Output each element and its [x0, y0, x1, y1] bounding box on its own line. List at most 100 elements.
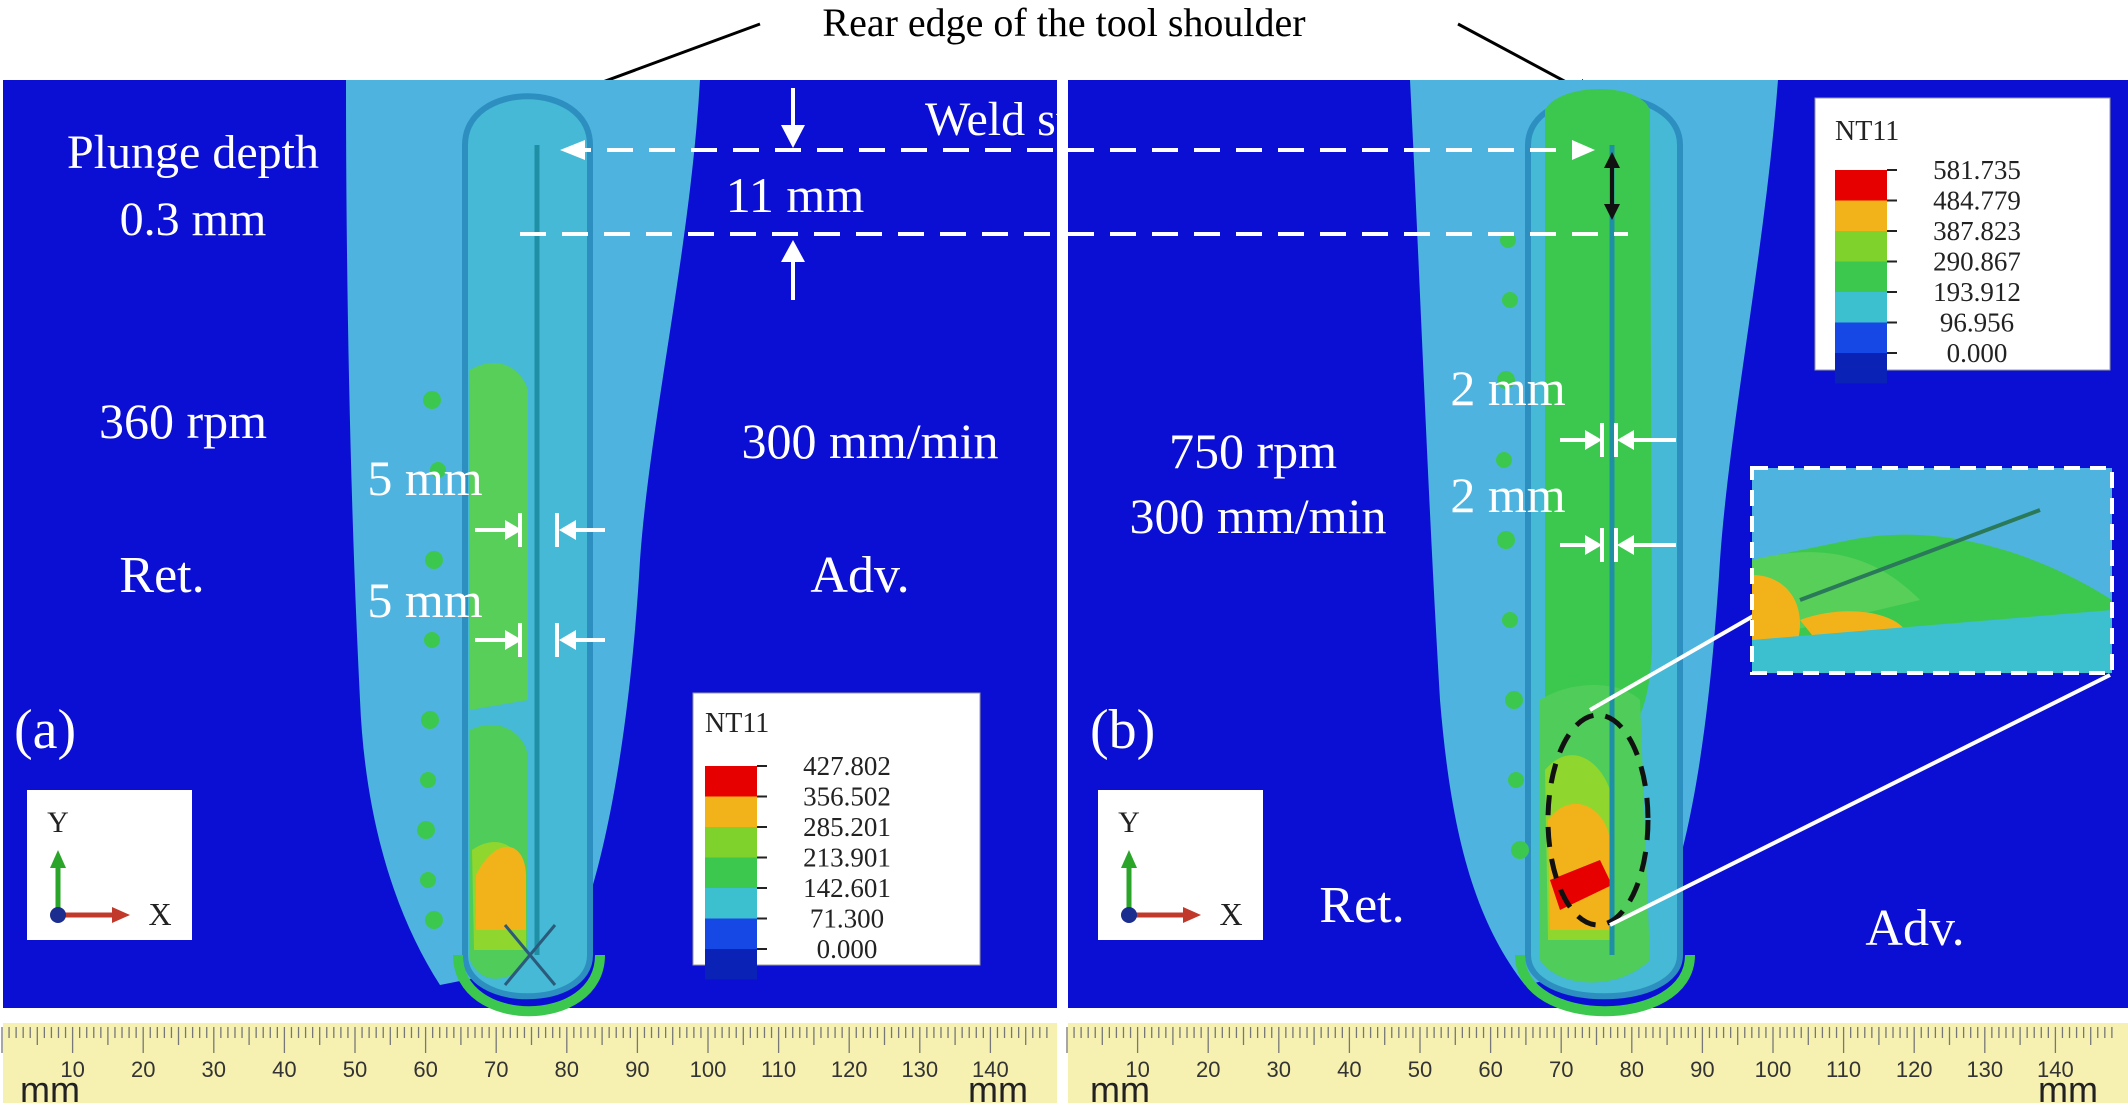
- ruler-label: 80: [1620, 1057, 1644, 1082]
- panel-b-retreating-side: Ret.: [1319, 877, 1404, 934]
- ruler-label: 130: [1966, 1057, 2003, 1082]
- panel-a-triad-y: Y: [47, 806, 69, 839]
- legend-value: 142.601: [803, 873, 891, 903]
- ruler-label: 60: [413, 1057, 437, 1082]
- legend-value: 96.956: [1940, 308, 2014, 338]
- ruler-label: 10: [60, 1057, 84, 1082]
- panel-a-advancing-side: Adv.: [810, 547, 909, 604]
- panel-a-spacing-lower: 5 mm: [367, 572, 482, 628]
- legend-swatch: [1835, 292, 1887, 323]
- legend-swatch: [705, 857, 757, 888]
- panel-a-spacing-arrows-upper: [475, 513, 605, 547]
- legend-swatch: [1835, 170, 1887, 201]
- ruler-label: 120: [1896, 1057, 1933, 1082]
- panel-a: Weld start 11 mm Plunge depth 0.3 mm 360…: [1, 80, 1120, 1103]
- ruler-label: 50: [1408, 1057, 1432, 1082]
- legend-swatch: [1835, 322, 1887, 353]
- ruler-label: 110: [1826, 1057, 1861, 1082]
- panel-a-spacing-arrows-lower: [475, 623, 605, 657]
- legend-swatch: [705, 766, 757, 797]
- panel-a-ruler-scale: 10 20 30 40 50 60 70 80 90 100 110 120 130 140: [1, 1027, 1048, 1082]
- panel-b-legend-title: NT11: [1835, 116, 1899, 147]
- panel-b: 750 rpm 300 mm/min Ret. Adv. 2 mm 2 mm (…: [1066, 80, 2128, 1103]
- ruler-label: 80: [555, 1057, 579, 1082]
- panel-a-flash: [417, 391, 446, 929]
- ruler-label: 40: [272, 1057, 296, 1082]
- legend-swatch: [1835, 200, 1887, 231]
- legend-swatch: [1835, 353, 1887, 384]
- panel-a-spacing-upper: 5 mm: [367, 450, 482, 506]
- ruler-label: 20: [131, 1057, 155, 1082]
- ruler-label: 100: [690, 1057, 727, 1082]
- ruler-label: 70: [1549, 1057, 1573, 1082]
- legend-value: 427.802: [803, 751, 891, 781]
- panel-a-plunge-depth-line2: 0.3 mm: [120, 193, 267, 246]
- legend-swatch: [1835, 231, 1887, 262]
- panel-b-weld-start-arrow: [1572, 140, 1595, 160]
- panel-a-label: (a): [14, 699, 76, 761]
- panel-b-legend: NT11 581.735484.779387.823290.867193.912…: [1814, 97, 2111, 384]
- panel-b-hotspot-ellipse: [1545, 712, 1651, 928]
- ruler-label: 100: [1755, 1057, 1792, 1082]
- panel-b-spacing-upper: 2 mm: [1450, 360, 1565, 416]
- legend-value: 0.000: [817, 934, 878, 964]
- ruler-label: 30: [202, 1057, 226, 1082]
- panel-b-ruler-highlight: [1068, 1023, 2128, 1103]
- panel-a-weld-start-arrow: [560, 140, 585, 160]
- panel-a-ruler: 10 20 30 40 50 60 70 80 90 100 110 120 130 140 mm mm: [1, 1023, 1057, 1103]
- panel-a-ruler-unit-right: mm: [968, 1069, 1028, 1103]
- panel-a-legend-scale: 427.802356.502285.201213.901142.60171.30…: [705, 751, 891, 980]
- panel-a-start-offset: 11 mm: [726, 167, 865, 223]
- panel-a-retreating-side: Ret.: [119, 547, 204, 604]
- panel-b-label: (b): [1090, 699, 1155, 761]
- ruler-label: 140: [2037, 1057, 2074, 1082]
- panel-b-advancing-side: Adv.: [1865, 900, 1964, 957]
- panel-a-legend-title: NT11: [705, 708, 769, 739]
- legend-value: 285.201: [803, 812, 891, 842]
- ruler-label: 90: [625, 1057, 649, 1082]
- ruler-label: 110: [761, 1057, 796, 1082]
- panel-b-rotation-speed: 750 rpm: [1169, 423, 1337, 479]
- panel-a-triad-x: X: [148, 896, 171, 932]
- legend-swatch: [705, 918, 757, 949]
- legend-value: 213.901: [803, 843, 891, 873]
- panel-a-up-arrow-head: [781, 240, 805, 262]
- panel-b-offset-arrow-head-bottom: [1604, 204, 1620, 220]
- legend-swatch: [705, 827, 757, 858]
- legend-value: 581.735: [1933, 155, 2021, 185]
- panel-b-ruler-unit-left: mm: [1090, 1069, 1150, 1103]
- panel-a-cross-mark: [503, 924, 557, 986]
- panel-a-contour-orange: [476, 846, 526, 930]
- panel-b-offset-arrow-head-top: [1604, 152, 1620, 168]
- panel-b-spacing-arrows-upper: [1560, 423, 1676, 457]
- rear-edge-annotation: Rear edge of the tool shoulder: [822, 0, 1305, 45]
- panel-a-shoulder-edge: [453, 954, 605, 1017]
- panel-b-triad: Y X: [1098, 790, 1263, 940]
- panel-b-travel-speed: 300 mm/min: [1130, 488, 1387, 544]
- legend-value: 356.502: [803, 782, 891, 812]
- legend-swatch: [705, 949, 757, 980]
- legend-value: 484.779: [1933, 186, 2021, 216]
- panel-a-rotation-speed: 360 rpm: [99, 393, 267, 449]
- panel-b-zoom-inset: [1589, 466, 2114, 927]
- legend-value: 193.912: [1933, 277, 2021, 307]
- panel-a-plunge-depth-line1: Plunge depth: [67, 126, 319, 179]
- panel-a-triad: Y X: [27, 790, 192, 940]
- ruler-label: 120: [831, 1057, 868, 1082]
- panel-b-ruler: 10 20 30 40 50 60 70 80 90 100 110 120 130 140 mm mm: [1066, 1027, 2113, 1103]
- panel-b-triad-y: Y: [1118, 806, 1140, 839]
- panel-b-ruler-unit-right: mm: [2038, 1069, 2098, 1103]
- panel-b-triad-x: X: [1219, 896, 1242, 932]
- legend-value: 0.000: [1947, 338, 2008, 368]
- ruler-label: 10: [1125, 1057, 1149, 1082]
- legend-swatch: [1835, 261, 1887, 292]
- panel-a-contour-green-upper: [470, 362, 528, 710]
- panel-b-spacing-arrows-lower: [1560, 528, 1676, 562]
- legend-value: 71.300: [810, 904, 884, 934]
- legend-swatch: [705, 796, 757, 827]
- ruler-label: 30: [1267, 1057, 1291, 1082]
- ruler-label: 50: [343, 1057, 367, 1082]
- panel-b-contour-green-band: [1545, 89, 1652, 729]
- ruler-label: 60: [1478, 1057, 1502, 1082]
